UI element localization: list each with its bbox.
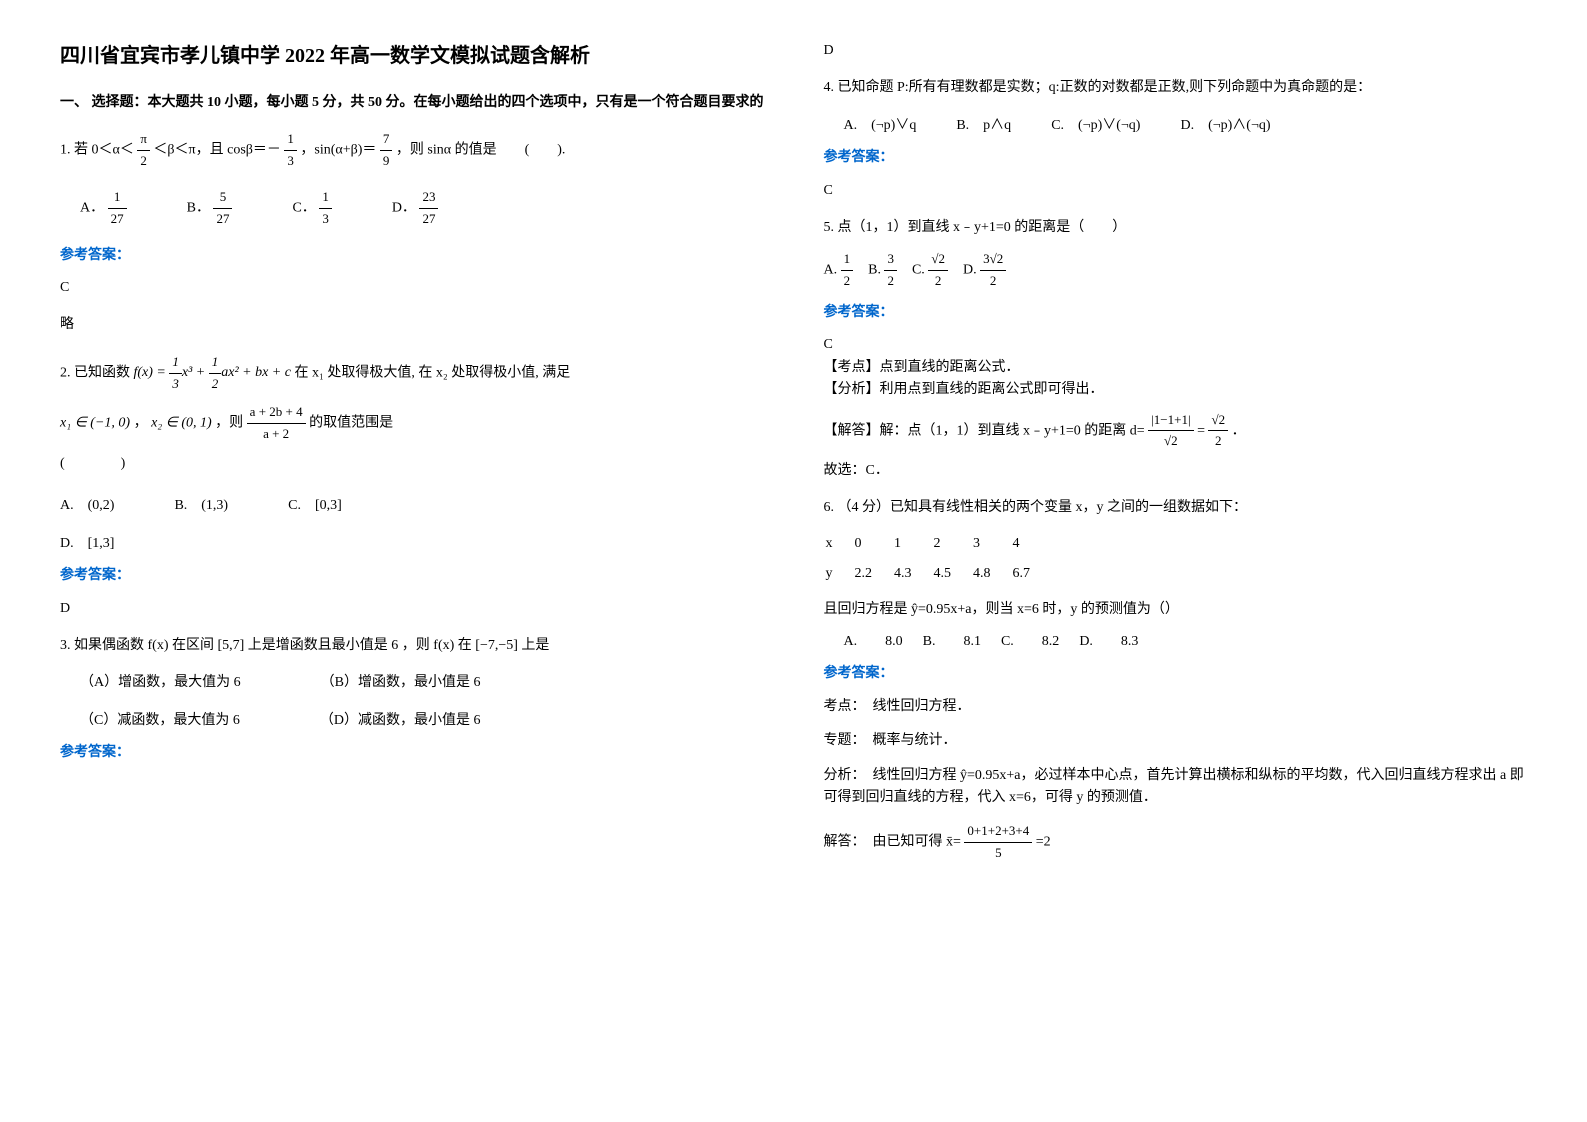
q1-stem-suffix: ，则 sinα 的值是 ( ). — [396, 143, 566, 158]
q5-exp3-frac1: |1−1+1| √2 — [1148, 410, 1193, 453]
q1-option-a: A． 1 27 — [80, 187, 127, 230]
q6-exp3: 分析： 线性回归方程 ŷ=0.95x+a，必过样本中心点，首先计算出横标和纵标的… — [824, 765, 1528, 810]
q5-option-c: C. √22 — [912, 249, 948, 292]
q2-option-b: B. (1,3) — [174, 495, 228, 517]
q5-answer-label: 参考答案： — [824, 302, 1528, 324]
q3-option-a: （A）增函数，最大值为 6 — [80, 672, 241, 694]
q1-frac1: π 2 — [137, 129, 150, 172]
q6-stem2: 且回归方程是 ŷ=0.95x+a，则当 x=6 时，y 的预测值为（） — [824, 599, 1528, 621]
q6-option-c: C. 8.2 — [1001, 631, 1059, 653]
q2-option-c: C. [0,3] — [288, 495, 342, 517]
question-2: 2. 已知函数 f(x) = 13x³ + 12ax² + bx + c 在 x… — [60, 352, 764, 620]
section-header: 一、 选择题：本大题共 10 小题，每小题 5 分，共 50 分。在每小题给出的… — [60, 92, 764, 114]
q5-exp3-prefix: 【解答】解：点（1，1）到直线 x﹣y+1=0 的距离 d= — [824, 423, 1145, 438]
q2-stem-prefix: 2. 已知函数 — [60, 365, 130, 380]
q4-answer-label: 参考答案： — [824, 147, 1528, 169]
q4-answer-value: C — [824, 180, 1528, 202]
q1-answer-label: 参考答案： — [60, 245, 764, 267]
q2-stem-mid: 在 x₁ 处取得极大值, 在 x₂ 处取得极小值, 满足 — [294, 365, 570, 380]
q3-option-b: （B）增函数，最小值是 6 — [321, 672, 481, 694]
q6-answer-label: 参考答案： — [824, 663, 1528, 685]
q5-exp2: 【分析】利用点到直线的距离公式即可得出． — [824, 379, 1528, 401]
q5-exp1: 【考点】点到直线的距离公式． — [824, 357, 1528, 379]
q4-option-a: A. (¬p)∨q — [844, 115, 917, 137]
q6-exp2: 专题： 概率与统计． — [824, 730, 1528, 752]
q5-option-d: D. 3√22 — [963, 249, 1006, 292]
q2-cond1: x₁ ∈ (−1, 0) — [60, 416, 130, 431]
q1-answer-value: C — [60, 277, 764, 299]
question-1: 1. 若 0＜α＜ π 2 ＜β＜π，且 cosβ＝－ 1 3 ，sin(α+β… — [60, 129, 764, 336]
left-column: 四川省宜宾市孝儿镇中学 2022 年高一数学文模拟试题含解析 一、 选择题：本大… — [60, 40, 764, 879]
q5-exp4: 故选：C． — [824, 460, 1528, 482]
q4-option-c: C. (¬p)∨(¬q) — [1051, 115, 1140, 137]
q1-option-b: B． 5 27 — [187, 187, 233, 230]
q5-answer-value: C — [824, 334, 1528, 356]
q2-frac: a + 2b + 4 a + 2 — [247, 402, 306, 445]
q1-stem-mid2: ，sin(α+β)＝ — [300, 143, 376, 158]
q2-option-a: A. (0,2) — [60, 495, 114, 517]
q6-stem: 6. （4 分）已知具有线性相关的两个变量 x，y 之间的一组数据如下： — [824, 497, 1528, 519]
q6-data-table: x 0 1 2 3 4 y 2.2 4.3 4.5 4.8 6.7 — [824, 528, 1053, 591]
document-title: 四川省宜宾市孝儿镇中学 2022 年高一数学文模拟试题含解析 — [60, 40, 764, 72]
q6-exp1: 考点： 线性回归方程． — [824, 696, 1528, 718]
q3-option-c: （C）减函数，最大值为 6 — [80, 710, 240, 732]
q6-option-d: D. 8.3 — [1079, 631, 1138, 653]
q1-explanation: 略 — [60, 314, 764, 336]
q1-stem-mid1: ＜β＜π，且 cosβ＝－ — [153, 143, 280, 158]
q3-answer-value: D — [824, 40, 1528, 62]
q6-option-a: A. 8.0 — [844, 631, 903, 653]
table-row: y 2.2 4.3 4.5 4.8 6.7 — [826, 560, 1051, 588]
q2-option-d: D. [1,3] — [60, 533, 764, 555]
q5-option-a: A. 12 — [824, 249, 854, 292]
q5-option-b: B. 32 — [868, 249, 897, 292]
q4-option-d: D. (¬p)∧(¬q) — [1180, 115, 1270, 137]
q1-option-c: C． 1 3 — [292, 187, 331, 230]
question-6: 6. （4 分）已知具有线性相关的两个变量 x，y 之间的一组数据如下： x 0… — [824, 497, 1528, 864]
q5-exp3-frac2: √2 2 — [1208, 410, 1228, 453]
question-4: 4. 已知命题 P:所有有理数都是实数；q:正数的对数都是正数,则下列命题中为真… — [824, 77, 1528, 202]
q4-option-b: B. p∧q — [956, 115, 1011, 137]
q6-exp4-prefix: 解答： 由已知可得 x̄= — [824, 835, 961, 850]
table-row: x 0 1 2 3 4 — [826, 530, 1051, 558]
q2-formula: f(x) = 13x³ + 12ax² + bx + c — [134, 365, 291, 380]
question-5: 5. 点（1，1）到直线 x﹣y+1=0 的距离是（ ） A. 12 B. 32… — [824, 217, 1528, 483]
right-column: D 4. 已知命题 P:所有有理数都是实数；q:正数的对数都是正数,则下列命题中… — [824, 40, 1528, 879]
q2-answer-label: 参考答案： — [60, 565, 764, 587]
q3-answer-label: 参考答案： — [60, 742, 764, 764]
q5-stem: 5. 点（1，1）到直线 x﹣y+1=0 的距离是（ ） — [824, 217, 1528, 239]
q4-stem: 4. 已知命题 P:所有有理数都是实数；q:正数的对数都是正数,则下列命题中为真… — [824, 77, 1528, 99]
question-3: 3. 如果偶函数 f(x) 在区间 [5,7] 上是增函数且最小值是 6 ，则 … — [60, 635, 764, 765]
q3-stem: 3. 如果偶函数 f(x) 在区间 [5,7] 上是增函数且最小值是 6 ，则 … — [60, 635, 764, 657]
q2-cond2: x₂ ∈ (0, 1) — [151, 416, 212, 431]
q6-exp4-frac: 0+1+2+3+4 5 — [964, 821, 1032, 864]
q1-frac3: 7 9 — [380, 129, 393, 172]
q2-paren: ( ) — [60, 453, 764, 475]
q1-option-d: D． 23 27 — [392, 187, 439, 230]
q3-option-d: （D）减函数，最小值是 6 — [320, 710, 481, 732]
q2-answer-value: D — [60, 598, 764, 620]
q1-frac2: 1 3 — [284, 129, 297, 172]
q6-option-b: B. 8.1 — [923, 631, 981, 653]
q1-stem-prefix: 1. 若 0＜α＜ — [60, 143, 134, 158]
